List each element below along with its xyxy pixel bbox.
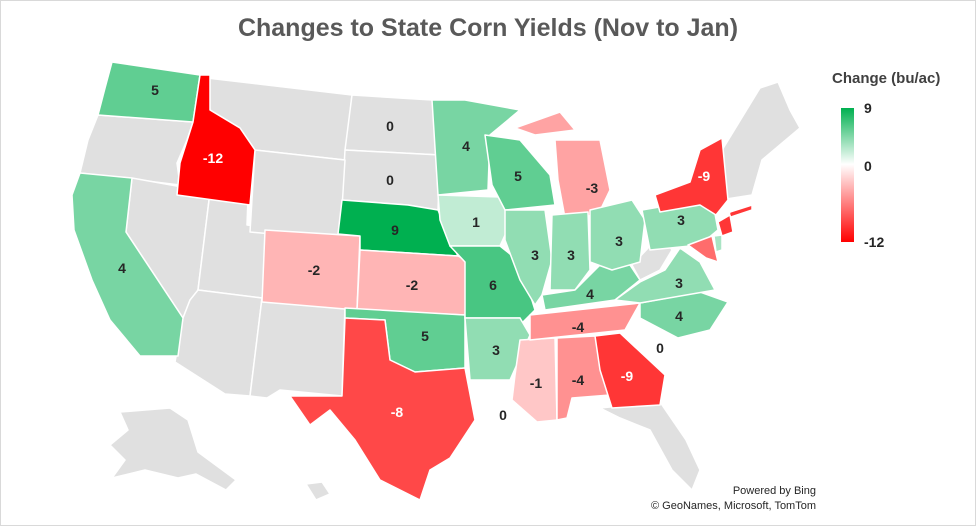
state-label-north-carolina: 4 — [675, 308, 683, 324]
state-tennessee[interactable] — [529, 302, 641, 341]
state-label-idaho: -12 — [203, 150, 223, 166]
state-label-montana: 0 — [386, 118, 394, 134]
state-california[interactable] — [71, 172, 184, 357]
state-label-oklahoma: 5 — [421, 328, 429, 344]
legend-min-label: -12 — [864, 234, 885, 250]
state-label-washington: 5 — [151, 82, 159, 98]
state-label-minnesota: 4 — [462, 138, 470, 154]
state-label-south-carolina: 0 — [656, 340, 664, 356]
state-label-alabama: -4 — [572, 372, 585, 388]
state-label-iowa: 1 — [472, 214, 480, 230]
map-title: Changes to State Corn Yields (Nov to Jan… — [237, 14, 739, 42]
state-label-indiana: 3 — [567, 247, 575, 263]
state-label-wisconsin: 5 — [514, 168, 522, 184]
state-wisconsin[interactable] — [484, 134, 556, 211]
state-label-new-york: -9 — [698, 168, 711, 184]
no-data-states — [79, 77, 801, 501]
state-label-michigan: -3 — [586, 180, 599, 196]
state-texas[interactable] — [289, 317, 476, 501]
legend-color-scale — [841, 108, 854, 242]
state-new-jersey[interactable] — [717, 214, 734, 237]
state-label-nebraska: 9 — [391, 222, 399, 238]
state-idaho[interactable] — [176, 74, 256, 206]
state-indiana[interactable] — [549, 211, 591, 291]
state-label-wyoming: 0 — [386, 172, 394, 188]
state-label-georgia: -9 — [621, 368, 634, 384]
state-label-louisiana: 0 — [499, 407, 507, 423]
state-label-mississippi: -1 — [530, 375, 543, 391]
state-label-missouri: 6 — [489, 277, 497, 293]
legend-max-label: 9 — [864, 100, 872, 116]
attribution-powered-by: Powered by Bing — [732, 485, 816, 497]
state-label-california: 4 — [118, 260, 126, 276]
state-label-kentucky: 4 — [586, 286, 594, 302]
state-delaware[interactable] — [713, 234, 723, 253]
legend-title: Change (bu/ac) — [832, 70, 941, 87]
state-label-kansas: -2 — [406, 277, 419, 293]
state-washington[interactable] — [97, 61, 201, 123]
state-label-virginia: 3 — [675, 275, 683, 291]
state-label-texas: -8 — [391, 404, 404, 420]
state-label-tennessee: -4 — [572, 319, 585, 335]
state-label-ohio: 3 — [615, 233, 623, 249]
state-label-arkansas: 3 — [492, 342, 500, 358]
legend-mid-label: 0 — [864, 158, 872, 174]
state-georgia[interactable] — [594, 332, 666, 409]
attribution-sources: © GeoNames, Microsoft, TomTom — [651, 500, 816, 512]
state-maryland[interactable] — [687, 235, 719, 263]
state-label-colorado: -2 — [308, 262, 321, 278]
state-label-illinois: 3 — [531, 247, 539, 263]
state-virginia[interactable] — [614, 247, 716, 304]
state-ohio[interactable] — [589, 199, 646, 271]
state-label-pennsylvania: 3 — [677, 212, 685, 228]
state-illinois[interactable] — [504, 209, 553, 306]
